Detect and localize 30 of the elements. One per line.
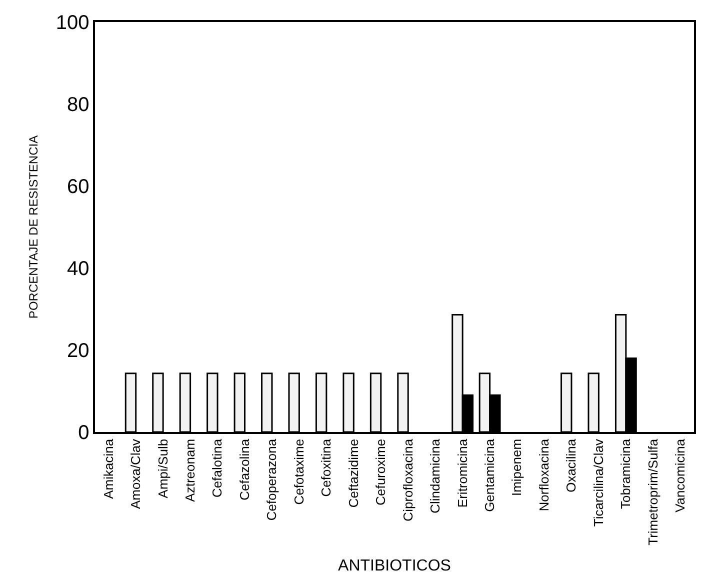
x-tick-label: Amoxa/Clav — [128, 438, 144, 510]
x-tick-label: Cefazolina — [236, 438, 252, 500]
x-tick-label: Imipenem — [509, 438, 524, 496]
y-axis-title: PORCENTAJE DE RESISTENCIA — [26, 135, 41, 319]
y-tick-label: 60 — [67, 176, 90, 198]
y-tick-label: 80 — [67, 94, 90, 116]
x-tick-label: Trimetroprim/Sulfa — [645, 438, 660, 546]
y-tick-label: 40 — [67, 258, 90, 280]
x-tick-label: Cefoxitina — [318, 438, 334, 497]
x-tick-label: Cefotaxime — [291, 438, 306, 505]
x-tick-label: Eritromicina — [454, 438, 470, 508]
y-tick-label: 0 — [78, 422, 90, 444]
x-tick-label: Cefalotina — [210, 438, 225, 498]
x-tick-label: Oxacilina — [564, 438, 579, 492]
x-tick-label: Norfloxacina — [536, 438, 552, 512]
x-tick-label: Clindamicina — [428, 438, 443, 514]
x-tick-label: Ticarcilina/Clav — [590, 438, 606, 527]
x-tick-label: Ceftazidime — [346, 438, 361, 508]
x-tick-label: Ampi/Sulb — [155, 438, 170, 498]
x-tick-label: Cefoperazona — [264, 438, 280, 521]
x-tick-label: Cefuroxime — [373, 438, 388, 506]
y-tick-label: 100 — [56, 12, 90, 34]
x-axis-title: ANTIBIOTICOS — [338, 558, 451, 575]
x-tick-label: Gentamicina — [482, 438, 498, 512]
x-tick-label: Ciprofloxacina — [400, 438, 416, 522]
x-tick-label: Tobramicina — [618, 438, 634, 510]
x-tick-label: Vancomicina — [672, 438, 688, 512]
x-tick-label: Aztreonam — [182, 438, 198, 502]
x-tick-label: Amikacina — [100, 438, 116, 499]
y-tick-label: 20 — [67, 340, 90, 362]
